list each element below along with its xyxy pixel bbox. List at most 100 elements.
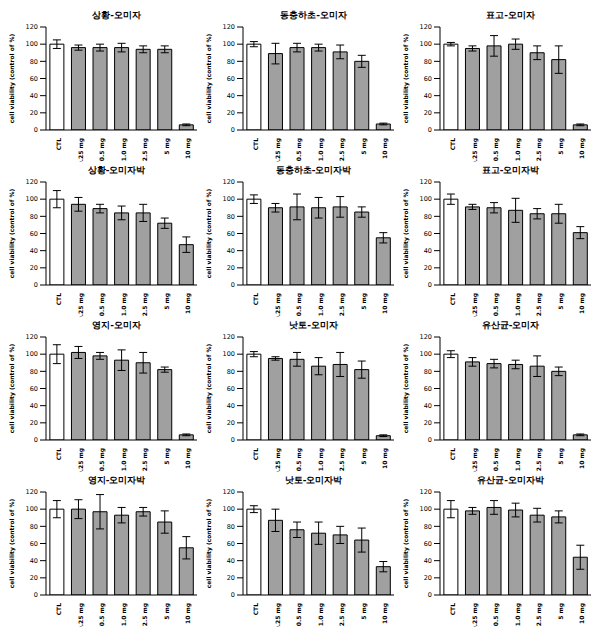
svg-text:60: 60 [30, 75, 38, 83]
svg-text:60: 60 [424, 385, 432, 393]
svg-text:1.0 mg: 1.0 mg [120, 293, 128, 316]
svg-text:10 mg: 10 mg [381, 293, 389, 314]
svg-text:0: 0 [231, 126, 235, 134]
svg-text:0.25 mg: 0.25 mg [274, 293, 282, 317]
svg-text:60: 60 [227, 75, 235, 83]
svg-text:0: 0 [34, 281, 38, 289]
svg-text:1.0 mg: 1.0 mg [317, 448, 325, 471]
svg-text:5 mg: 5 mg [163, 138, 171, 155]
svg-text:80: 80 [227, 368, 235, 376]
svg-text:0.5 mg: 0.5 mg [98, 448, 106, 471]
svg-text:0.25 mg: 0.25 mg [77, 448, 85, 472]
svg-text:5 mg: 5 mg [360, 603, 368, 620]
svg-text:120: 120 [420, 333, 432, 341]
svg-text:0.25 mg: 0.25 mg [77, 603, 85, 627]
svg-text:2.5 mg: 2.5 mg [141, 603, 149, 626]
svg-text:0: 0 [428, 281, 432, 289]
svg-text:40: 40 [30, 557, 38, 565]
svg-text:0.5 mg: 0.5 mg [492, 138, 500, 161]
svg-text:0: 0 [231, 591, 235, 599]
svg-text:cell viability (control of %): cell viability (control of %) [8, 498, 16, 588]
svg-text:20: 20 [227, 109, 235, 117]
svg-text:0.5 mg: 0.5 mg [295, 603, 303, 626]
svg-text:cell viability (control of %): cell viability (control of %) [8, 188, 16, 278]
svg-text:5 mg: 5 mg [557, 293, 565, 310]
svg-text:1.0 mg: 1.0 mg [514, 603, 522, 626]
svg-text:0.5 mg: 0.5 mg [98, 138, 106, 161]
svg-text:120: 120 [26, 488, 38, 496]
svg-text:120: 120 [26, 23, 38, 31]
svg-text:5 mg: 5 mg [163, 448, 171, 465]
svg-text:10 mg: 10 mg [381, 603, 389, 624]
svg-text:CTL: CTL [55, 293, 62, 305]
svg-text:CTL: CTL [55, 603, 62, 615]
svg-text:100: 100 [223, 505, 235, 513]
svg-text:120: 120 [420, 178, 432, 186]
svg-text:120: 120 [420, 23, 432, 31]
svg-text:10 mg: 10 mg [184, 603, 192, 624]
svg-text:80: 80 [227, 523, 235, 531]
svg-text:5 mg: 5 mg [360, 293, 368, 310]
svg-text:2.5 mg: 2.5 mg [338, 138, 346, 161]
svg-text:1.0 mg: 1.0 mg [317, 138, 325, 161]
svg-text:CTL: CTL [252, 448, 259, 460]
svg-text:20: 20 [424, 574, 432, 582]
svg-text:10 mg: 10 mg [578, 603, 586, 624]
svg-text:1.0 mg: 1.0 mg [317, 293, 325, 316]
svg-text:40: 40 [227, 402, 235, 410]
svg-text:10 mg: 10 mg [184, 138, 192, 159]
svg-text:10 mg: 10 mg [381, 138, 389, 159]
svg-text:80: 80 [227, 213, 235, 221]
svg-text:60: 60 [227, 385, 235, 393]
svg-text:120: 120 [420, 488, 432, 496]
svg-text:0.25 mg: 0.25 mg [471, 448, 479, 472]
svg-text:1.0 mg: 1.0 mg [514, 138, 522, 161]
svg-text:0.5 mg: 0.5 mg [492, 448, 500, 471]
svg-text:CTL: CTL [449, 138, 456, 150]
svg-text:100: 100 [26, 505, 38, 513]
svg-text:cell viability (control of %): cell viability (control of %) [402, 33, 410, 123]
svg-text:10 mg: 10 mg [184, 448, 192, 469]
svg-text:20: 20 [227, 264, 235, 272]
svg-text:120: 120 [223, 333, 235, 341]
svg-text:80: 80 [30, 58, 38, 66]
svg-text:40: 40 [30, 402, 38, 410]
svg-text:40: 40 [227, 92, 235, 100]
svg-text:20: 20 [30, 109, 38, 117]
svg-text:5 mg: 5 mg [557, 448, 565, 465]
svg-text:100: 100 [26, 40, 38, 48]
svg-text:80: 80 [30, 213, 38, 221]
svg-text:2.5 mg: 2.5 mg [338, 448, 346, 471]
svg-text:cell viability (control of %): cell viability (control of %) [8, 33, 16, 123]
svg-text:cell viability (control of %): cell viability (control of %) [402, 343, 410, 433]
svg-text:0: 0 [428, 126, 432, 134]
svg-text:0.25 mg: 0.25 mg [471, 293, 479, 317]
svg-text:10 mg: 10 mg [184, 293, 192, 314]
svg-text:100: 100 [26, 195, 38, 203]
svg-text:0: 0 [34, 591, 38, 599]
svg-text:80: 80 [30, 368, 38, 376]
svg-text:20: 20 [227, 574, 235, 582]
svg-text:CTL: CTL [55, 448, 62, 460]
svg-text:60: 60 [227, 540, 235, 548]
svg-text:0.25 mg: 0.25 mg [77, 293, 85, 317]
svg-text:20: 20 [30, 264, 38, 272]
svg-text:0: 0 [34, 436, 38, 444]
svg-text:0.5 mg: 0.5 mg [98, 603, 106, 626]
svg-text:1.0 mg: 1.0 mg [120, 138, 128, 161]
svg-text:2.5 mg: 2.5 mg [141, 448, 149, 471]
svg-text:cell viability (control of %): cell viability (control of %) [205, 188, 213, 278]
svg-text:2.5 mg: 2.5 mg [338, 293, 346, 316]
svg-text:120: 120 [26, 178, 38, 186]
svg-text:cell viability (control of %): cell viability (control of %) [8, 343, 16, 433]
svg-text:80: 80 [424, 368, 432, 376]
svg-text:CTL: CTL [252, 138, 259, 150]
svg-text:0.5 mg: 0.5 mg [492, 293, 500, 316]
svg-text:20: 20 [424, 419, 432, 427]
svg-text:20: 20 [30, 574, 38, 582]
svg-text:0.5 mg: 0.5 mg [492, 603, 500, 626]
svg-text:cell viability (control of %): cell viability (control of %) [205, 498, 213, 588]
svg-text:60: 60 [424, 540, 432, 548]
svg-text:80: 80 [424, 58, 432, 66]
svg-text:0.25 mg: 0.25 mg [471, 603, 479, 627]
